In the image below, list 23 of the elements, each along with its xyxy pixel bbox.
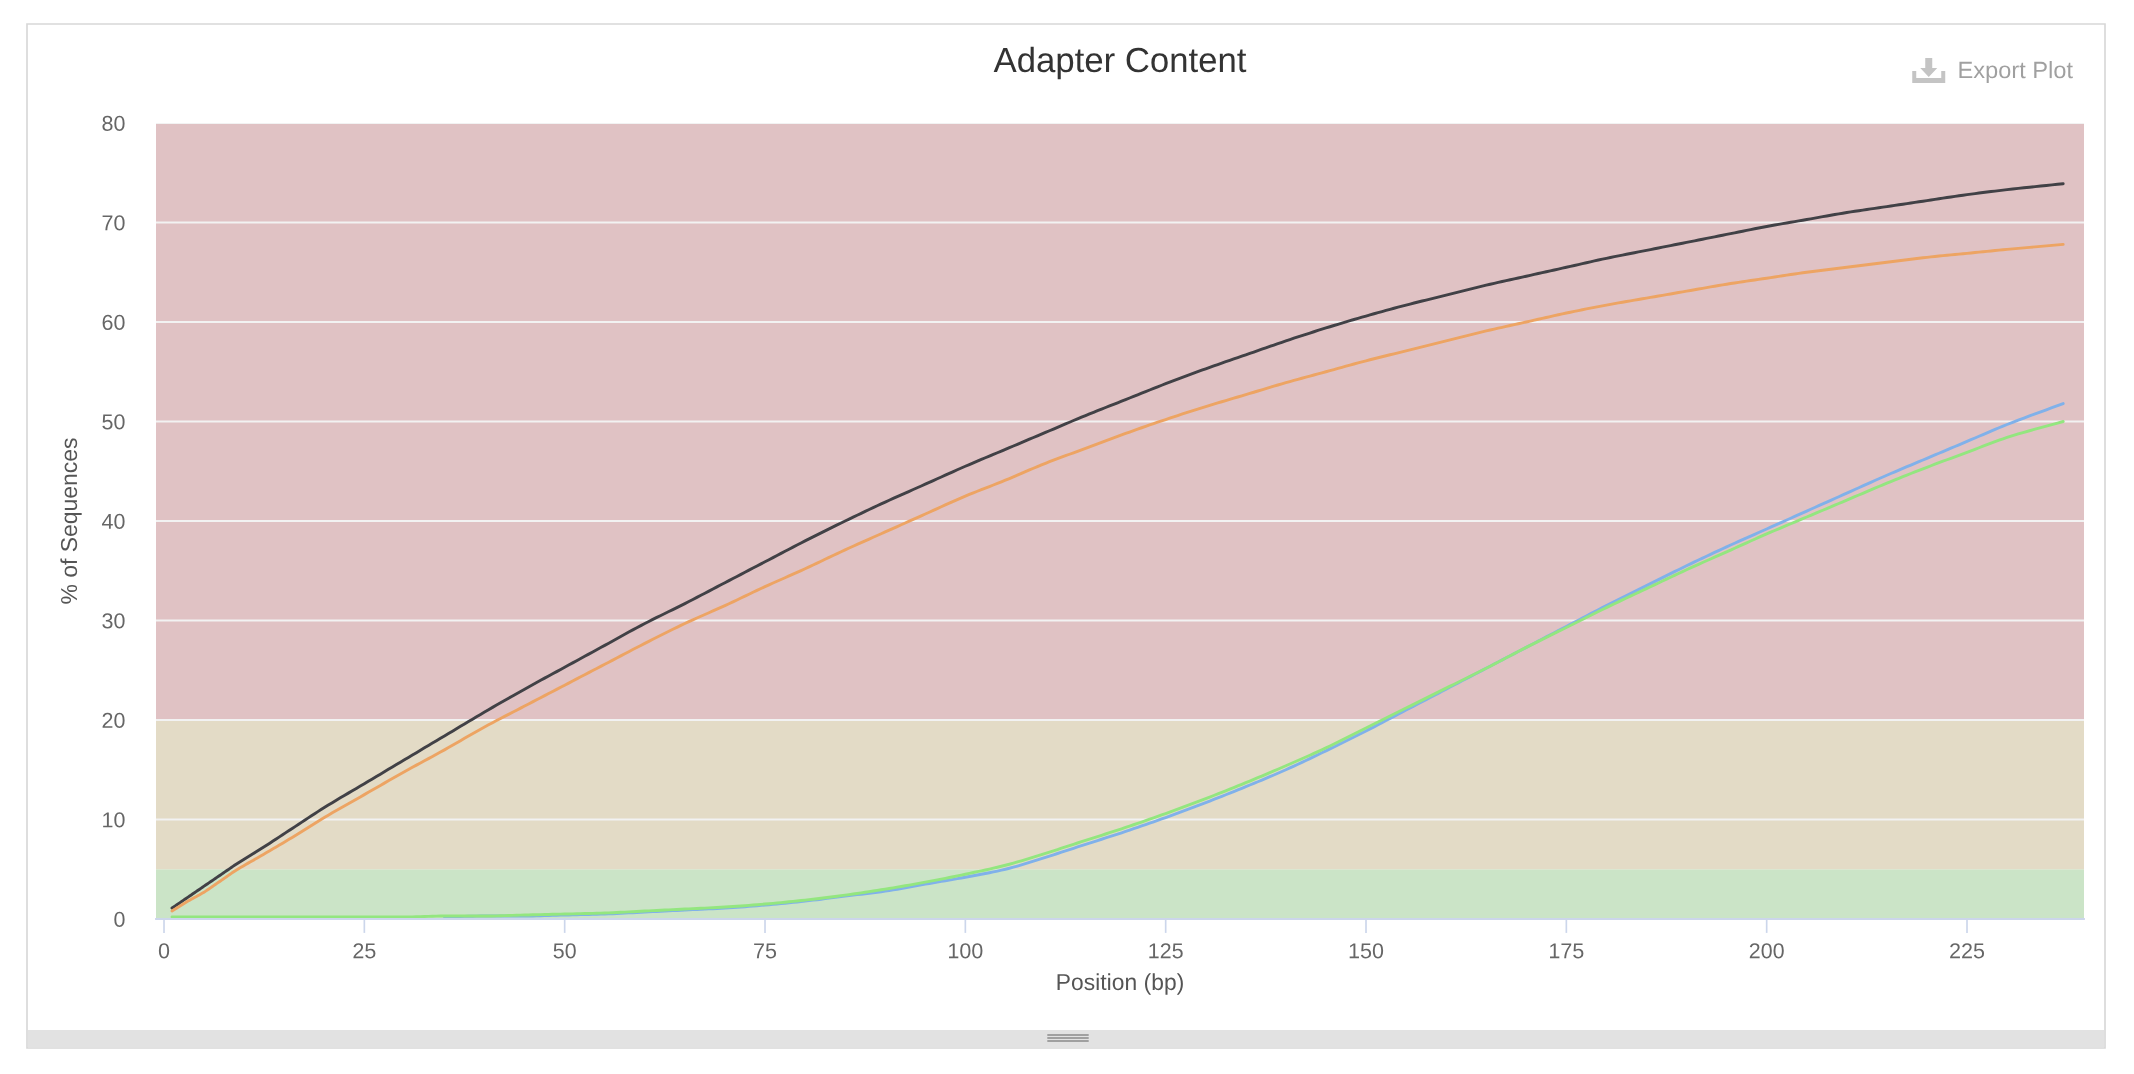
x-tick-label: 125 bbox=[1149, 943, 1183, 959]
x-tick-label: 0 bbox=[158, 943, 170, 959]
y-tick-label: 0 bbox=[114, 911, 125, 928]
x-tick-label: 25 bbox=[353, 943, 376, 959]
y-tick-label: 50 bbox=[102, 414, 125, 430]
chart-title: Adapter Content bbox=[993, 46, 1247, 80]
x-axis-title: Position (bp) bbox=[1057, 973, 1183, 995]
x-tick-label: 150 bbox=[1349, 943, 1384, 959]
x-tick-label: 100 bbox=[949, 943, 983, 959]
y-tick-label: 80 bbox=[102, 115, 125, 132]
y-tick-label: 20 bbox=[102, 712, 125, 729]
y-tick-label: 70 bbox=[102, 215, 125, 231]
x-tick-label: 225 bbox=[1950, 943, 1985, 959]
y-tick-label: 40 bbox=[102, 513, 125, 530]
x-tick-label: 175 bbox=[1550, 943, 1584, 959]
y-tick-label: 30 bbox=[102, 613, 125, 629]
y-tick-label: 60 bbox=[102, 314, 125, 331]
x-tick-label: 75 bbox=[754, 943, 777, 959]
x-tick-label: 200 bbox=[1749, 943, 1784, 959]
text: Export Plot bbox=[1959, 61, 2073, 83]
y-axis-title: % of Sequences bbox=[60, 438, 82, 604]
x-tick-label: 50 bbox=[553, 943, 576, 959]
y-tick-label: 10 bbox=[103, 812, 125, 828]
